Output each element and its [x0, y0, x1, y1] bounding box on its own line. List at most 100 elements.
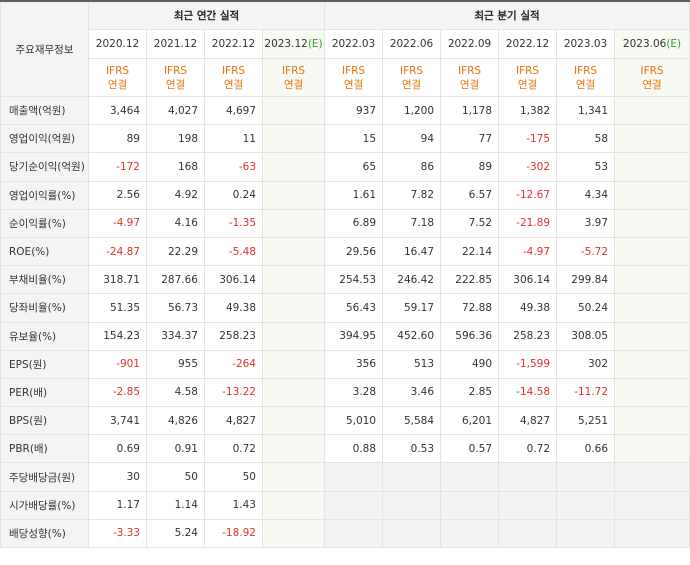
annual-value: 258.23 — [204, 321, 263, 351]
quarter-value: 22.14 — [440, 236, 500, 267]
quarter-value — [324, 518, 384, 549]
annual-value: -13.22 — [204, 377, 263, 408]
annual-value: 154.23 — [88, 321, 147, 351]
quarter-value — [324, 490, 384, 520]
table-row: 당좌비율(%) 51.35 56.73 49.38 56.43 59.17 72.88 49.… — [0, 293, 690, 323]
annual-value: 4.58 — [146, 377, 205, 408]
quarter-value: 94 — [382, 124, 442, 154]
consolidated-line: 연결 — [165, 78, 186, 91]
ifrs-line: IFRS — [281, 64, 306, 77]
annual-value: 4,826 — [146, 406, 205, 436]
quarter-value: 513 — [382, 349, 442, 379]
annual-value: -1.35 — [204, 208, 263, 238]
quarter-value: 306.14 — [498, 265, 558, 295]
ifrs-line: IFRS — [515, 64, 540, 77]
quarter-value: 6,201 — [440, 406, 500, 436]
quarter-value: 72.88 — [440, 293, 500, 323]
annual-value: -18.92 — [204, 518, 263, 549]
quarter-estimate-value — [614, 349, 690, 379]
quarter-value — [556, 490, 616, 520]
annual-value: 11 — [204, 124, 263, 154]
annual-value: 0.24 — [204, 180, 263, 210]
annual-estimate-value — [261, 462, 326, 492]
ifrs-line: IFRS — [221, 64, 246, 77]
quarter-estimate-value — [614, 434, 690, 464]
annual-estimate-value — [261, 349, 326, 379]
quarter-value: 2.85 — [440, 377, 500, 408]
quarter-value: 0.88 — [324, 434, 384, 464]
quarter-value: 222.85 — [440, 265, 500, 295]
annual-estimate-value — [261, 490, 326, 520]
quarter-value — [440, 490, 500, 520]
table-row: PBR(배) 0.69 0.91 0.72 0.88 0.53 0.57 0.72 0.66 — [0, 434, 690, 464]
row-label: BPS(원) — [0, 406, 89, 436]
period-header: 2022.12 — [498, 29, 558, 59]
ifrs-line: IFRS — [573, 64, 598, 77]
quarter-value: 0.72 — [498, 434, 558, 464]
quarter-value: 5,584 — [382, 406, 442, 436]
quarter-value: 86 — [382, 152, 442, 182]
quarter-value — [498, 490, 558, 520]
period-header-estimate: 2023.12(E) — [261, 29, 326, 59]
annual-estimate-value — [261, 406, 326, 436]
period-header: 2022.12 — [204, 29, 263, 59]
quarter-estimate-value — [614, 321, 690, 351]
quarter-value: 1,178 — [440, 95, 500, 126]
annual-value: 955 — [146, 349, 205, 379]
quarter-estimate-value — [614, 406, 690, 436]
ifrs-header-row: IFRS 연결 IFRS 연결 IFRS 연결 IFRS 연결 IFRS 연결 IFRS 연결 IFRS… — [1, 58, 690, 97]
period-header: 2020.12 — [88, 29, 147, 59]
quarter-value: 246.42 — [382, 265, 442, 295]
annual-value: 306.14 — [204, 265, 263, 295]
annual-value: 198 — [146, 124, 205, 154]
ifrs-line: IFRS — [399, 64, 424, 77]
row-label: 영업이익(억원) — [0, 124, 89, 154]
row-label: 매출액(억원) — [0, 95, 89, 126]
quarter-estimate-value — [614, 518, 690, 549]
quarter-value: 58 — [556, 124, 616, 154]
annual-value: 0.91 — [146, 434, 205, 464]
quarter-value: 7.52 — [440, 208, 500, 238]
ifrs-label: IFRS 연결 — [556, 58, 616, 97]
annual-value: 0.69 — [88, 434, 147, 464]
ifrs-label: IFRS 연결 — [324, 58, 384, 97]
table-row: 시가배당률(%) 1.17 1.14 1.43 — [0, 490, 690, 520]
row-label: 당기순이익(억원) — [0, 152, 89, 182]
quarter-estimate-value — [614, 208, 690, 238]
quarter-value: 16.47 — [382, 236, 442, 267]
table-row: 유보율(%) 154.23 334.37 258.23 394.95 452.60 596.… — [0, 321, 690, 351]
quarter-value — [498, 518, 558, 549]
table-row: ROE(%) -24.87 22.29 -5.48 29.56 16.47 22.14 -4.… — [0, 236, 690, 267]
table-row: 매출액(억원) 3,464 4,027 4,697 937 1,200 1,178 1,382… — [0, 95, 690, 126]
annual-estimate-value — [261, 377, 326, 408]
annual-value: 49.38 — [204, 293, 263, 323]
annual-value: 4,827 — [204, 406, 263, 436]
row-label: PER(배) — [0, 377, 89, 408]
annual-value: -4.97 — [88, 208, 147, 238]
consolidated-line: 연결 — [459, 78, 480, 91]
quarter-estimate-value — [614, 462, 690, 492]
quarter-value — [324, 462, 384, 492]
row-label: 시가배당률(%) — [0, 490, 89, 520]
annual-value: 1.43 — [204, 490, 263, 520]
table-row: 부채비율(%) 318.71 287.66 306.14 254.53 246.42 222… — [0, 265, 690, 295]
quarter-value: 1,341 — [556, 95, 616, 126]
quarter-group-title: 최근 분기 실적 — [324, 0, 690, 30]
consolidated-line: 연결 — [575, 78, 596, 91]
table-row: 순이익률(%) -4.97 4.16 -1.35 6.89 7.18 7.52 -21.89 3… — [0, 208, 690, 238]
quarter-value — [556, 518, 616, 549]
annual-value: 50 — [204, 462, 263, 492]
quarter-value: 937 — [324, 95, 384, 126]
annual-estimate-value — [261, 124, 326, 154]
ifrs-label: IFRS 연결 — [146, 58, 205, 97]
quarter-value: 1.61 — [324, 180, 384, 210]
annual-estimate-value — [261, 236, 326, 267]
ifrs-line: IFRS — [105, 64, 130, 77]
table-row: 영업이익(억원) 89 198 11 15 94 77 -175 58 — [0, 124, 690, 154]
annual-value: 50 — [146, 462, 205, 492]
quarter-value: 7.18 — [382, 208, 442, 238]
quarter-value — [382, 490, 442, 520]
table-row: 배당성향(%) -3.33 5.24 -18.92 — [0, 518, 690, 549]
quarter-value: 299.84 — [556, 265, 616, 295]
quarter-estimate-value — [614, 152, 690, 182]
